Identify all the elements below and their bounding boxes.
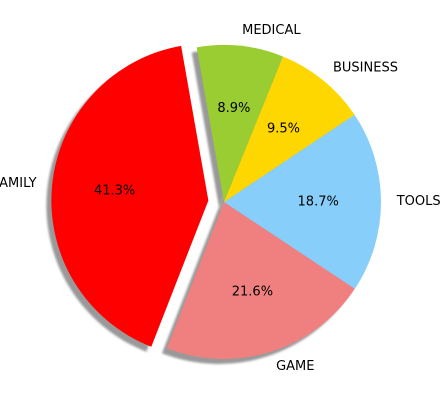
pct-label-tools: 18.7% xyxy=(298,194,339,209)
slice-medical xyxy=(196,45,283,202)
pie-slices xyxy=(51,45,381,359)
slice-tools xyxy=(224,114,381,289)
slice-game xyxy=(166,202,355,359)
pct-label-business: 9.5% xyxy=(267,121,300,136)
slice-label-family: FAMILY xyxy=(0,176,37,191)
pct-label-medical: 8.9% xyxy=(217,101,250,116)
slice-label-tools: TOOLS xyxy=(396,194,441,209)
slice-family xyxy=(51,45,209,347)
pct-label-game: 21.6% xyxy=(232,284,273,299)
slice-labels: FAMILY 41.3% GAME 21.6% TOOLS 18.7% BUSINESS 9.… xyxy=(0,23,441,374)
slice-label-business: BUSINESS xyxy=(333,61,398,76)
slice-label-game: GAME xyxy=(276,359,314,374)
slice-label-medical: MEDICAL xyxy=(242,23,301,38)
pct-label-family: 41.3% xyxy=(94,184,135,199)
slice-business xyxy=(224,56,355,202)
